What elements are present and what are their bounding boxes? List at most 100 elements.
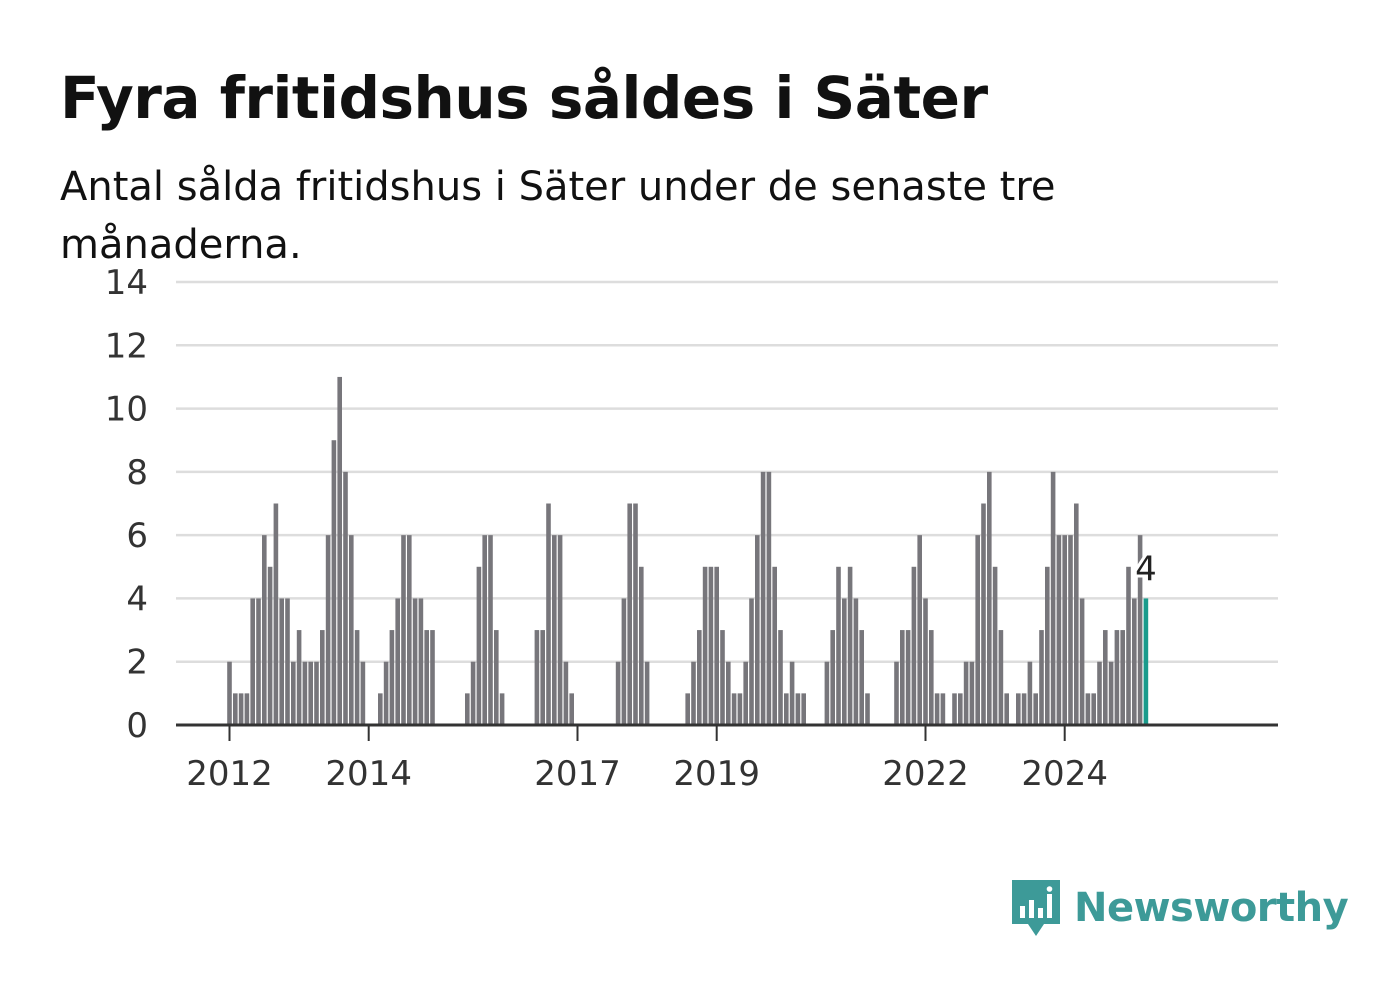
brand-name: Newsworthy xyxy=(1074,885,1349,931)
newsworthy-chart-bubble-icon xyxy=(1012,880,1060,936)
newsworthy-logo: Newsworthy xyxy=(1010,878,1349,938)
bar xyxy=(534,630,540,725)
bar xyxy=(557,535,563,725)
bar xyxy=(238,693,244,725)
bar xyxy=(772,566,777,725)
bar xyxy=(900,630,905,725)
x-axis: 2012 2014 2017 2019 2022 2024 xyxy=(176,723,1278,794)
bar xyxy=(285,598,290,725)
data-labels: 4 xyxy=(1132,546,1160,592)
bar xyxy=(766,471,772,725)
data-label-latest: 4 xyxy=(1135,549,1157,589)
bar xyxy=(917,535,922,725)
bar xyxy=(488,535,493,725)
bar xyxy=(1004,693,1009,725)
bar xyxy=(291,661,296,725)
bar xyxy=(482,535,487,725)
bar xyxy=(325,535,331,725)
chart-title: Fyra fritidshus såldes i Säter xyxy=(60,64,988,132)
bar xyxy=(494,630,499,725)
x-tick-label: 2019 xyxy=(673,754,760,794)
bar xyxy=(1114,630,1120,725)
bar xyxy=(992,566,998,725)
bar xyxy=(929,630,934,725)
y-tick-label: 10 xyxy=(105,390,148,430)
bar xyxy=(865,693,870,725)
bar xyxy=(540,630,545,725)
bar xyxy=(894,661,899,725)
bar xyxy=(621,598,627,725)
bar xyxy=(279,598,284,725)
y-tick-label: 6 xyxy=(126,516,148,556)
x-tick-label: 2012 xyxy=(186,754,273,794)
bar xyxy=(244,693,250,725)
bar xyxy=(697,630,702,725)
bar xyxy=(691,661,696,725)
y-tick-label: 14 xyxy=(105,263,148,303)
bar xyxy=(836,566,841,725)
bar xyxy=(430,630,435,725)
bar xyxy=(633,503,638,725)
bar xyxy=(1085,693,1091,725)
bar xyxy=(407,535,412,725)
bar xyxy=(644,661,650,725)
bar xyxy=(1097,661,1102,725)
bar xyxy=(987,471,992,725)
x-tick-label: 2024 xyxy=(1021,754,1108,794)
bar xyxy=(470,661,476,725)
bar-latest xyxy=(1143,598,1149,725)
bar xyxy=(685,693,690,725)
bar xyxy=(911,566,917,725)
bar xyxy=(378,693,383,725)
bar xyxy=(424,630,429,725)
bar xyxy=(830,630,835,725)
bar xyxy=(418,598,424,725)
bar xyxy=(1021,693,1027,725)
bar xyxy=(395,598,400,725)
bar xyxy=(789,661,795,725)
bar xyxy=(401,535,406,725)
y-tick-label: 2 xyxy=(126,643,148,683)
bar xyxy=(639,566,644,725)
bar xyxy=(842,598,847,725)
bar xyxy=(795,693,801,725)
bar xyxy=(760,471,766,725)
bar xyxy=(1056,535,1062,725)
x-tick-label: 2022 xyxy=(882,754,969,794)
bar xyxy=(349,535,354,725)
bar xyxy=(465,693,470,725)
bar xyxy=(853,598,859,725)
bar xyxy=(755,535,760,725)
x-tick-label: 2017 xyxy=(534,754,621,794)
bar xyxy=(1050,471,1056,725)
x-tick-label: 2014 xyxy=(325,754,412,794)
bar xyxy=(714,566,719,725)
bar xyxy=(905,630,911,725)
gridlines xyxy=(176,280,1278,663)
bar xyxy=(1103,630,1108,725)
bar xyxy=(262,535,267,725)
bar xyxy=(778,630,783,725)
bar xyxy=(267,566,273,725)
bar xyxy=(1108,661,1114,725)
bar xyxy=(256,598,261,725)
bar xyxy=(743,661,748,725)
bar xyxy=(1068,535,1073,725)
bar xyxy=(389,630,395,725)
chart-subtitle: Antal sålda fritidshus i Säter under de … xyxy=(60,164,1056,268)
bar xyxy=(859,630,864,725)
bar xyxy=(273,503,279,725)
bar xyxy=(1027,661,1033,725)
bar xyxy=(615,661,621,725)
bar xyxy=(569,693,574,725)
y-axis-tick-labels: 0 2 4 6 8 10 12 14 xyxy=(105,263,148,746)
bar xyxy=(784,693,789,725)
bar xyxy=(847,566,853,725)
bar xyxy=(360,661,366,725)
bar xyxy=(343,471,348,725)
bar xyxy=(749,598,754,725)
bar xyxy=(296,630,302,725)
bar xyxy=(1033,693,1038,725)
bar xyxy=(824,661,830,725)
